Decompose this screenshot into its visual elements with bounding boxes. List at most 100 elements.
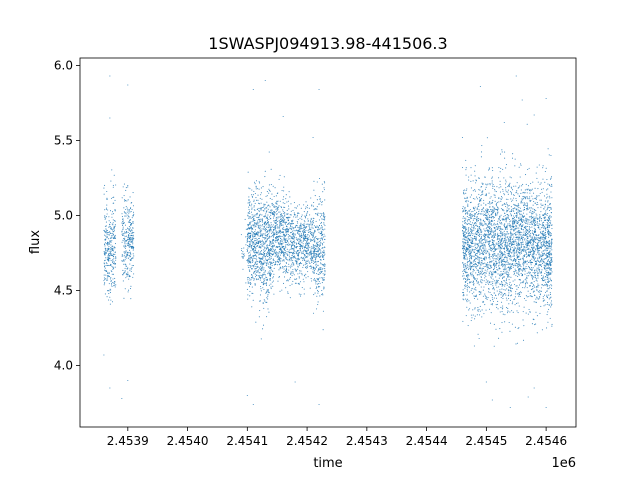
data-point xyxy=(283,186,285,188)
data-point xyxy=(112,222,114,224)
data-point xyxy=(488,233,490,235)
data-point xyxy=(315,251,317,253)
data-point xyxy=(128,252,130,254)
data-point xyxy=(106,241,109,243)
data-point xyxy=(477,281,479,283)
data-point xyxy=(474,189,476,191)
data-point xyxy=(273,260,275,262)
data-point xyxy=(299,249,302,251)
data-point xyxy=(477,234,479,236)
data-point xyxy=(482,263,484,265)
data-point xyxy=(490,272,492,274)
data-point xyxy=(255,222,257,224)
data-point xyxy=(465,201,467,203)
data-point xyxy=(499,191,502,193)
data-point xyxy=(250,257,252,259)
data-point xyxy=(261,225,263,227)
data-point xyxy=(501,251,503,254)
data-point xyxy=(106,263,108,265)
data-point xyxy=(279,248,282,250)
data-point xyxy=(123,260,125,262)
data-point xyxy=(462,238,464,240)
data-point xyxy=(277,208,279,210)
data-point xyxy=(475,254,477,257)
data-point xyxy=(299,295,302,297)
data-point xyxy=(264,274,266,276)
data-point xyxy=(478,282,480,284)
data-point xyxy=(254,284,256,286)
data-point xyxy=(258,300,261,302)
data-point xyxy=(283,212,285,215)
data-point xyxy=(469,308,471,310)
data-point xyxy=(471,245,473,247)
data-point xyxy=(297,252,299,254)
data-point xyxy=(299,252,301,254)
data-point xyxy=(467,211,469,213)
data-point xyxy=(270,273,272,275)
data-point xyxy=(276,261,278,263)
data-point xyxy=(494,245,496,247)
data-point xyxy=(500,232,502,234)
data-point xyxy=(320,263,322,265)
data-point xyxy=(113,246,115,248)
data-point xyxy=(267,214,269,216)
data-point xyxy=(463,275,465,277)
data-point xyxy=(495,304,497,306)
data-point xyxy=(505,278,508,280)
data-point xyxy=(499,255,501,257)
data-point xyxy=(492,213,494,215)
data-point xyxy=(110,264,112,266)
data-point xyxy=(475,294,478,296)
data-point xyxy=(293,201,295,204)
data-point xyxy=(493,211,495,213)
data-point xyxy=(501,254,504,256)
data-point xyxy=(466,220,469,222)
data-point xyxy=(475,264,477,266)
data-point xyxy=(124,247,126,249)
data-point xyxy=(293,230,295,232)
data-point xyxy=(125,277,127,279)
data-point xyxy=(272,277,274,279)
data-point xyxy=(253,250,255,252)
data-point xyxy=(502,265,504,267)
data-point xyxy=(247,252,249,254)
data-point xyxy=(309,238,311,240)
data-point xyxy=(268,236,270,238)
data-point xyxy=(509,176,511,178)
data-point xyxy=(270,253,272,255)
data-point xyxy=(305,242,307,245)
data-point xyxy=(488,169,490,171)
data-point xyxy=(503,280,505,282)
data-point xyxy=(113,229,115,231)
data-point xyxy=(285,258,288,260)
data-point xyxy=(318,203,320,205)
data-point xyxy=(104,247,106,249)
data-point xyxy=(264,234,266,237)
data-point xyxy=(250,239,252,241)
data-point xyxy=(322,278,324,280)
data-point xyxy=(255,250,257,252)
data-point xyxy=(464,228,467,230)
data-point xyxy=(279,251,281,253)
data-point xyxy=(465,189,467,191)
data-point xyxy=(268,248,270,250)
data-point xyxy=(311,261,313,263)
data-point xyxy=(274,212,276,214)
data-point xyxy=(313,278,316,280)
data-point xyxy=(477,270,480,272)
data-point xyxy=(507,244,509,246)
data-point xyxy=(526,123,528,125)
data-point xyxy=(498,248,500,250)
data-point xyxy=(471,214,473,216)
data-point xyxy=(128,245,130,247)
data-point xyxy=(132,215,134,217)
data-point xyxy=(465,268,467,270)
data-point xyxy=(270,232,273,234)
data-point xyxy=(258,261,260,263)
data-point xyxy=(315,208,317,210)
data-point xyxy=(268,224,271,226)
data-point xyxy=(257,235,259,237)
data-point xyxy=(278,226,280,228)
data-point xyxy=(472,314,474,316)
data-point xyxy=(297,283,299,285)
